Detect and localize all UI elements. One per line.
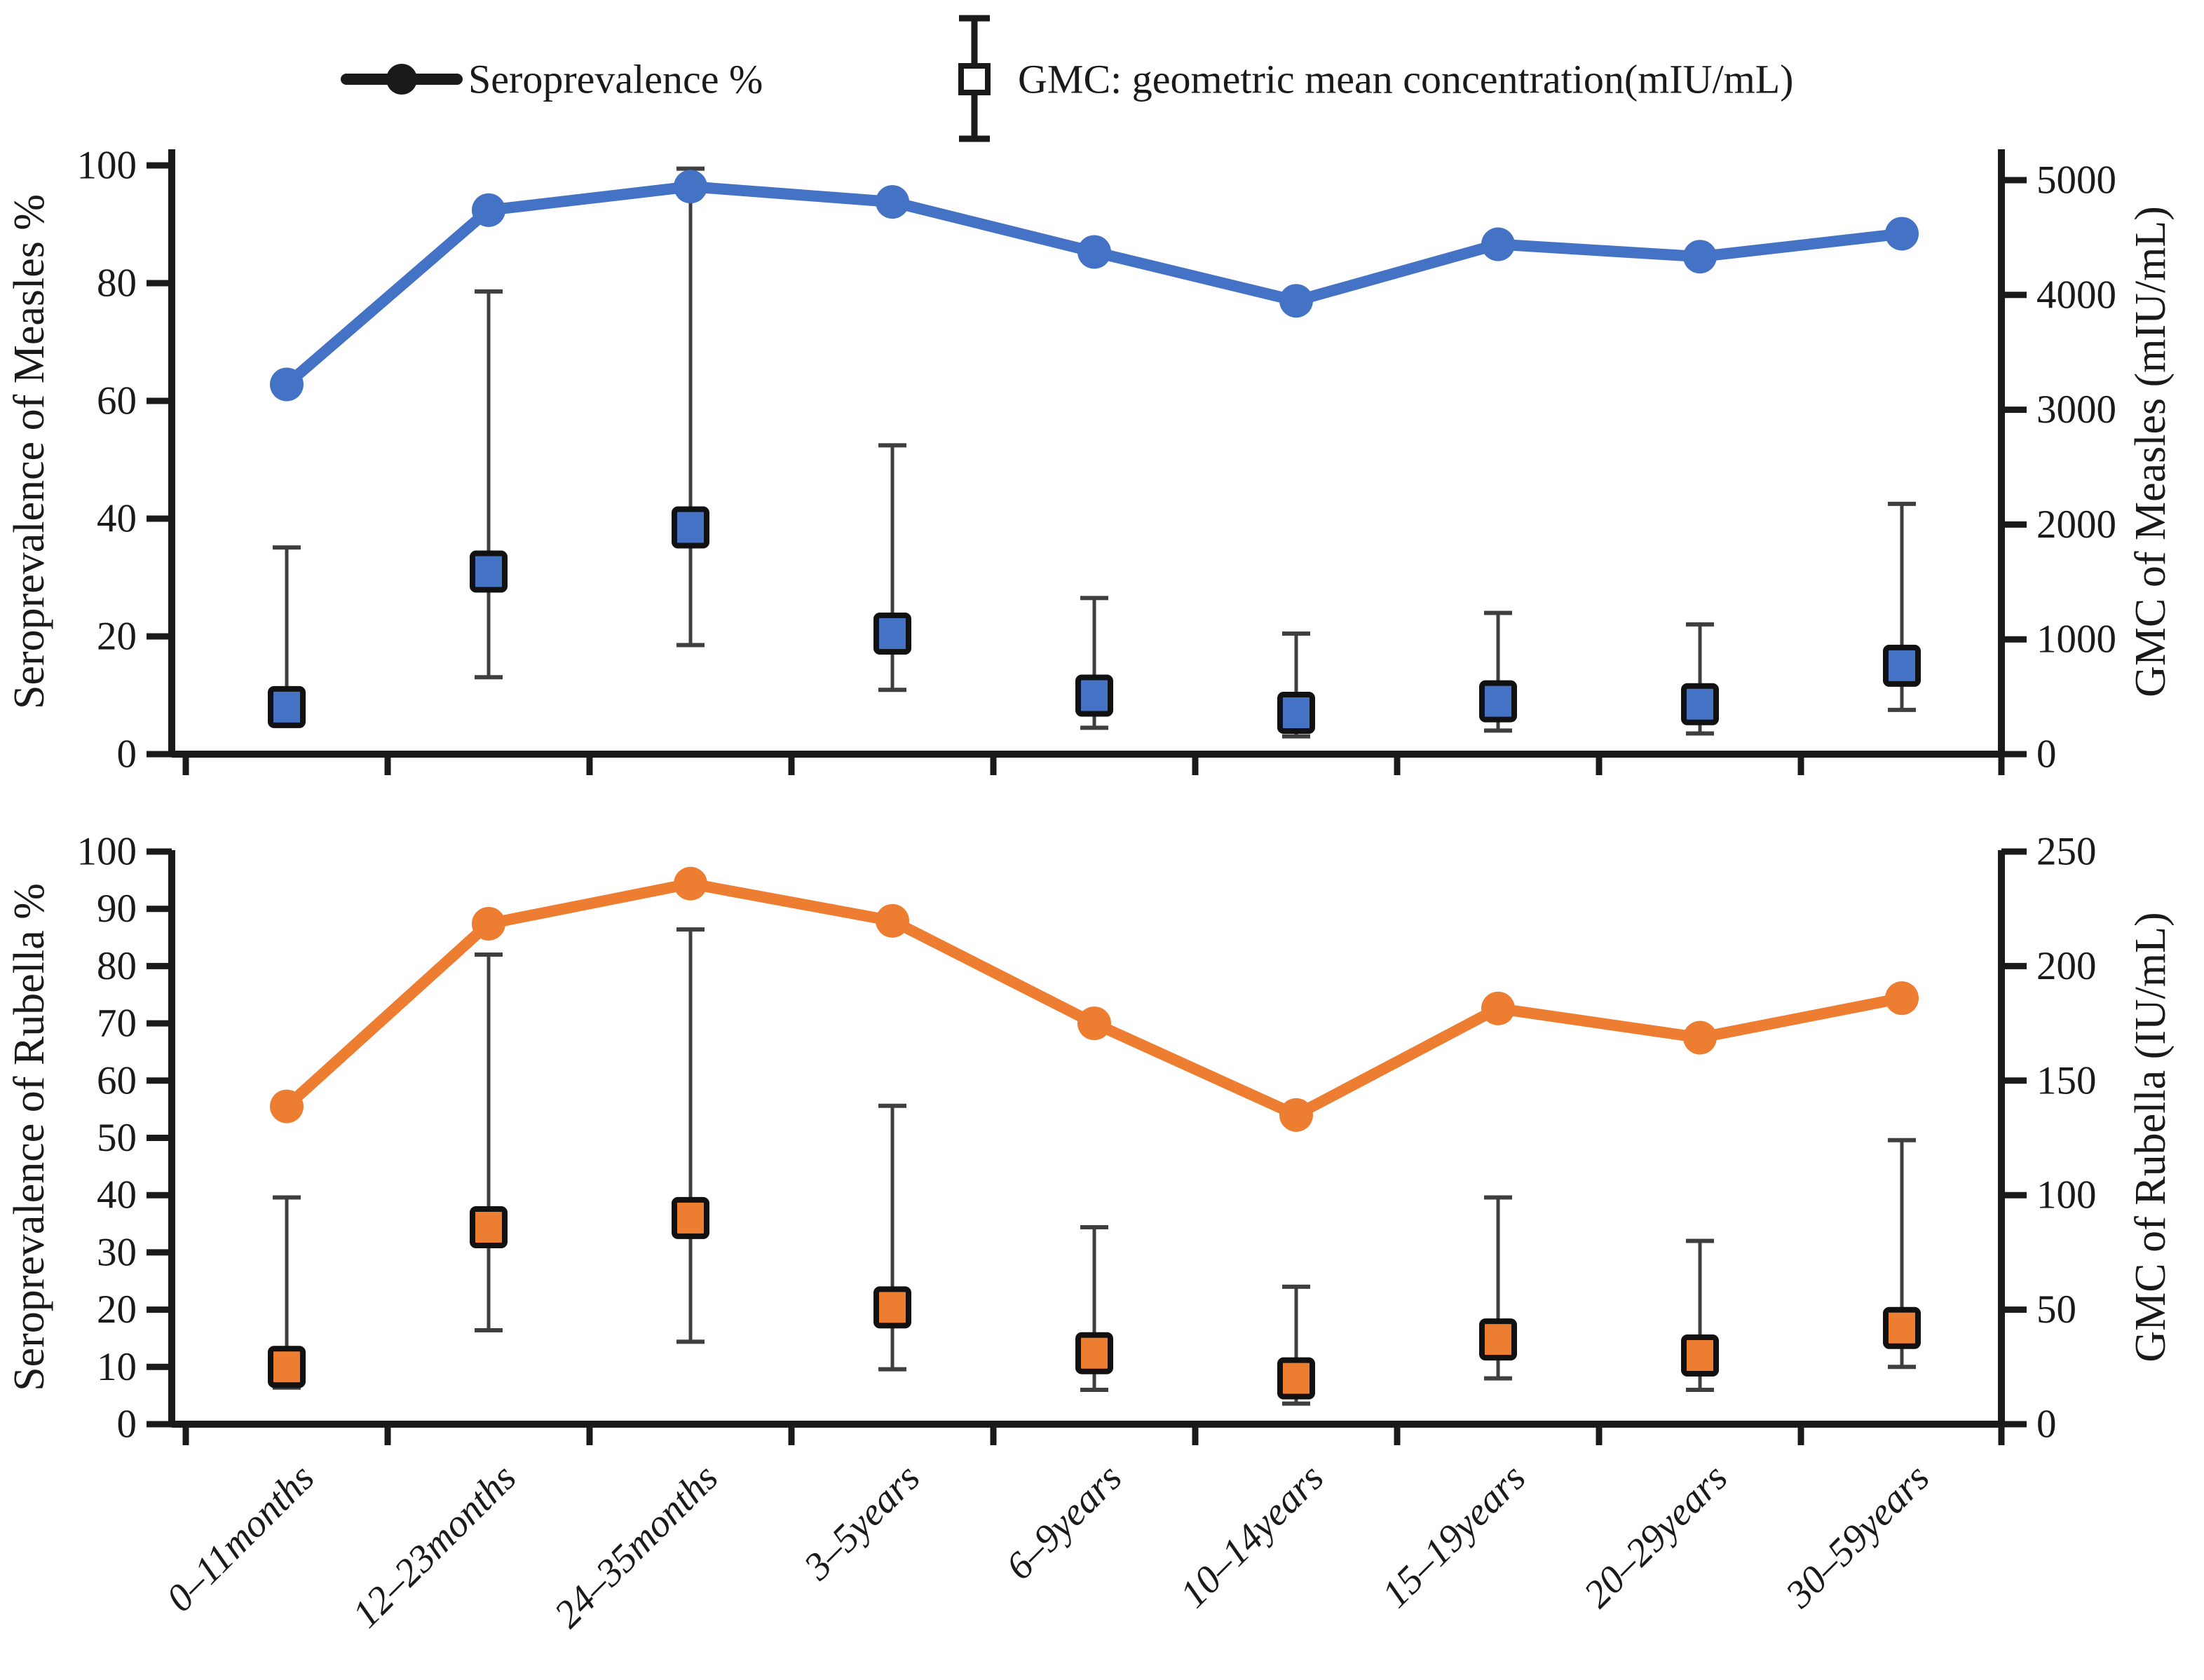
measles-gmc-marker [1883, 644, 1921, 687]
rubella-seroprevalence-point [674, 866, 707, 901]
measles-seroprevalence-point [270, 367, 304, 402]
left-axis-tick-label: 70 [97, 1002, 137, 1046]
left-axis-tick-label: 100 [77, 830, 137, 874]
left-axis-tick-label: 60 [97, 1058, 137, 1102]
rubella-right-axis-title: GMC of Rubella (IU/mL) [2127, 912, 2175, 1362]
measles-seroprevalence-point [1885, 217, 1919, 251]
rubella-seroprevalence-point [270, 1089, 304, 1124]
measles-gmc-marker [873, 613, 911, 655]
left-axis-tick-label: 20 [97, 615, 137, 659]
right-axis-tick-label: 3000 [2036, 388, 2116, 432]
x-axis-category-label: 20–29years [1576, 1456, 1736, 1616]
legend-series1-label: Seroprevalence % [468, 57, 763, 102]
left-axis-tick-label: 90 [97, 887, 137, 931]
left-axis-tick-label: 30 [97, 1230, 137, 1274]
measles-gmc-marker [672, 506, 709, 549]
left-axis-tick-label: 20 [97, 1288, 137, 1332]
left-axis-tick-label: 100 [77, 144, 137, 188]
legend-errorbar-icon [958, 15, 991, 142]
right-axis-tick-label: 200 [2036, 944, 2097, 988]
measles-seroprevalence-point [1279, 284, 1313, 318]
right-axis-tick-label: 100 [2036, 1173, 2097, 1217]
measles-seroprevalence-point [674, 170, 707, 204]
x-axis-category-label: 12–23months [344, 1456, 524, 1636]
rubella-gmc-marker [873, 1286, 911, 1329]
right-axis-tick-label: 1000 [2036, 617, 2116, 662]
left-axis-tick-label: 0 [117, 732, 137, 777]
measles-panel: 020406080100010002000300040005000Seropre… [6, 144, 2175, 777]
measles-seroprevalence-point [1683, 240, 1717, 274]
right-axis-tick-label: 150 [2036, 1058, 2097, 1102]
x-axis-category-label: 24–35months [546, 1456, 726, 1636]
x-axis-category-labels: 0–11months 12–23months 24–35months 3–5years… [158, 1456, 1938, 1636]
x-axis-category-label: 30–59years [1777, 1456, 1938, 1616]
rubella-gmc-marker [268, 1346, 306, 1388]
left-axis-tick-label: 10 [97, 1345, 137, 1389]
rubella-gmc-marker [1075, 1332, 1113, 1374]
measles-seroprevalence-point [472, 193, 505, 227]
x-axis-category-label: 15–19years [1374, 1456, 1535, 1616]
left-axis-tick-label: 50 [97, 1116, 137, 1160]
left-axis-tick-label: 0 [117, 1402, 137, 1447]
rubella-gmc-marker [1479, 1318, 1517, 1361]
measles-gmc-marker [1075, 674, 1113, 717]
measles-gmc-marker [1479, 680, 1517, 723]
measles-gmc-marker [268, 685, 306, 728]
left-axis-tick-label: 80 [97, 261, 137, 306]
rubella-seroprevalence-point [1077, 1006, 1111, 1041]
measles-gmc-marker [1681, 683, 1719, 725]
rubella-seroprevalence-point [1481, 991, 1515, 1025]
left-axis-tick-label: 40 [97, 497, 137, 541]
rubella-seroprevalence-line [281, 877, 1907, 1121]
measles-gmc-marker [470, 550, 508, 593]
rubella-gmc-marker [1681, 1334, 1719, 1377]
measles-left-axis-title: Seroprevalence of Measles % [6, 194, 53, 709]
measles-gmc-marker [1277, 692, 1315, 735]
measles-seroprevalence-point [1077, 235, 1111, 269]
right-axis-tick-label: 5000 [2036, 158, 2116, 203]
rubella-seroprevalence-point [1279, 1098, 1313, 1132]
rubella-seroprevalence-point [1683, 1020, 1717, 1055]
rubella-left-axis-title: Seroprevalence of Rubella % [6, 883, 53, 1391]
right-axis-tick-label: 50 [2036, 1288, 2076, 1332]
left-axis-tick-label: 60 [97, 379, 137, 423]
rubella-panel: 0 10 20 30 40 50 60 70 80 90 100 0 50 100 150 200 250 Ser… [6, 830, 2175, 1447]
rubella-seroprevalence-point [1885, 981, 1919, 1016]
measles-right-axis-title: GMC of Measles (mIU/mL) [2127, 206, 2175, 697]
x-axis-category-label: 10–14years [1172, 1456, 1333, 1616]
right-axis-tick-label: 0 [2036, 732, 2057, 777]
x-axis-category-label: 3–5years [795, 1456, 928, 1589]
rubella-gmc-marker [1883, 1306, 1921, 1349]
rubella-gmc-marker [470, 1206, 508, 1248]
legend-circle-marker-icon [386, 64, 417, 95]
left-axis-tick-label: 40 [97, 1173, 137, 1217]
rubella-seroprevalence-point [876, 903, 909, 938]
left-axis-tick-label: 80 [97, 944, 137, 988]
right-axis-tick-label: 0 [2036, 1402, 2057, 1447]
legend-series2-label: GMC: geometric mean concentration(mIU/mL… [1018, 57, 1793, 102]
right-axis-tick-label: 4000 [2036, 273, 2116, 317]
rubella-seroprevalence-point [472, 906, 505, 941]
legend: Seroprevalence % GMC: geometric mean conc… [341, 15, 1793, 142]
measles-seroprevalence-line [281, 181, 1907, 390]
x-axis-category-label: 0–11months [158, 1456, 323, 1620]
rubella-gmc-marker [1277, 1357, 1315, 1400]
rubella-gmc-marker [672, 1196, 709, 1239]
measles-seroprevalence-point [1481, 227, 1515, 261]
right-axis-tick-label: 250 [2036, 830, 2097, 874]
x-axis-category-label: 6–9years [998, 1456, 1130, 1588]
right-axis-tick-label: 2000 [2036, 503, 2116, 547]
measles-seroprevalence-point [876, 185, 909, 219]
